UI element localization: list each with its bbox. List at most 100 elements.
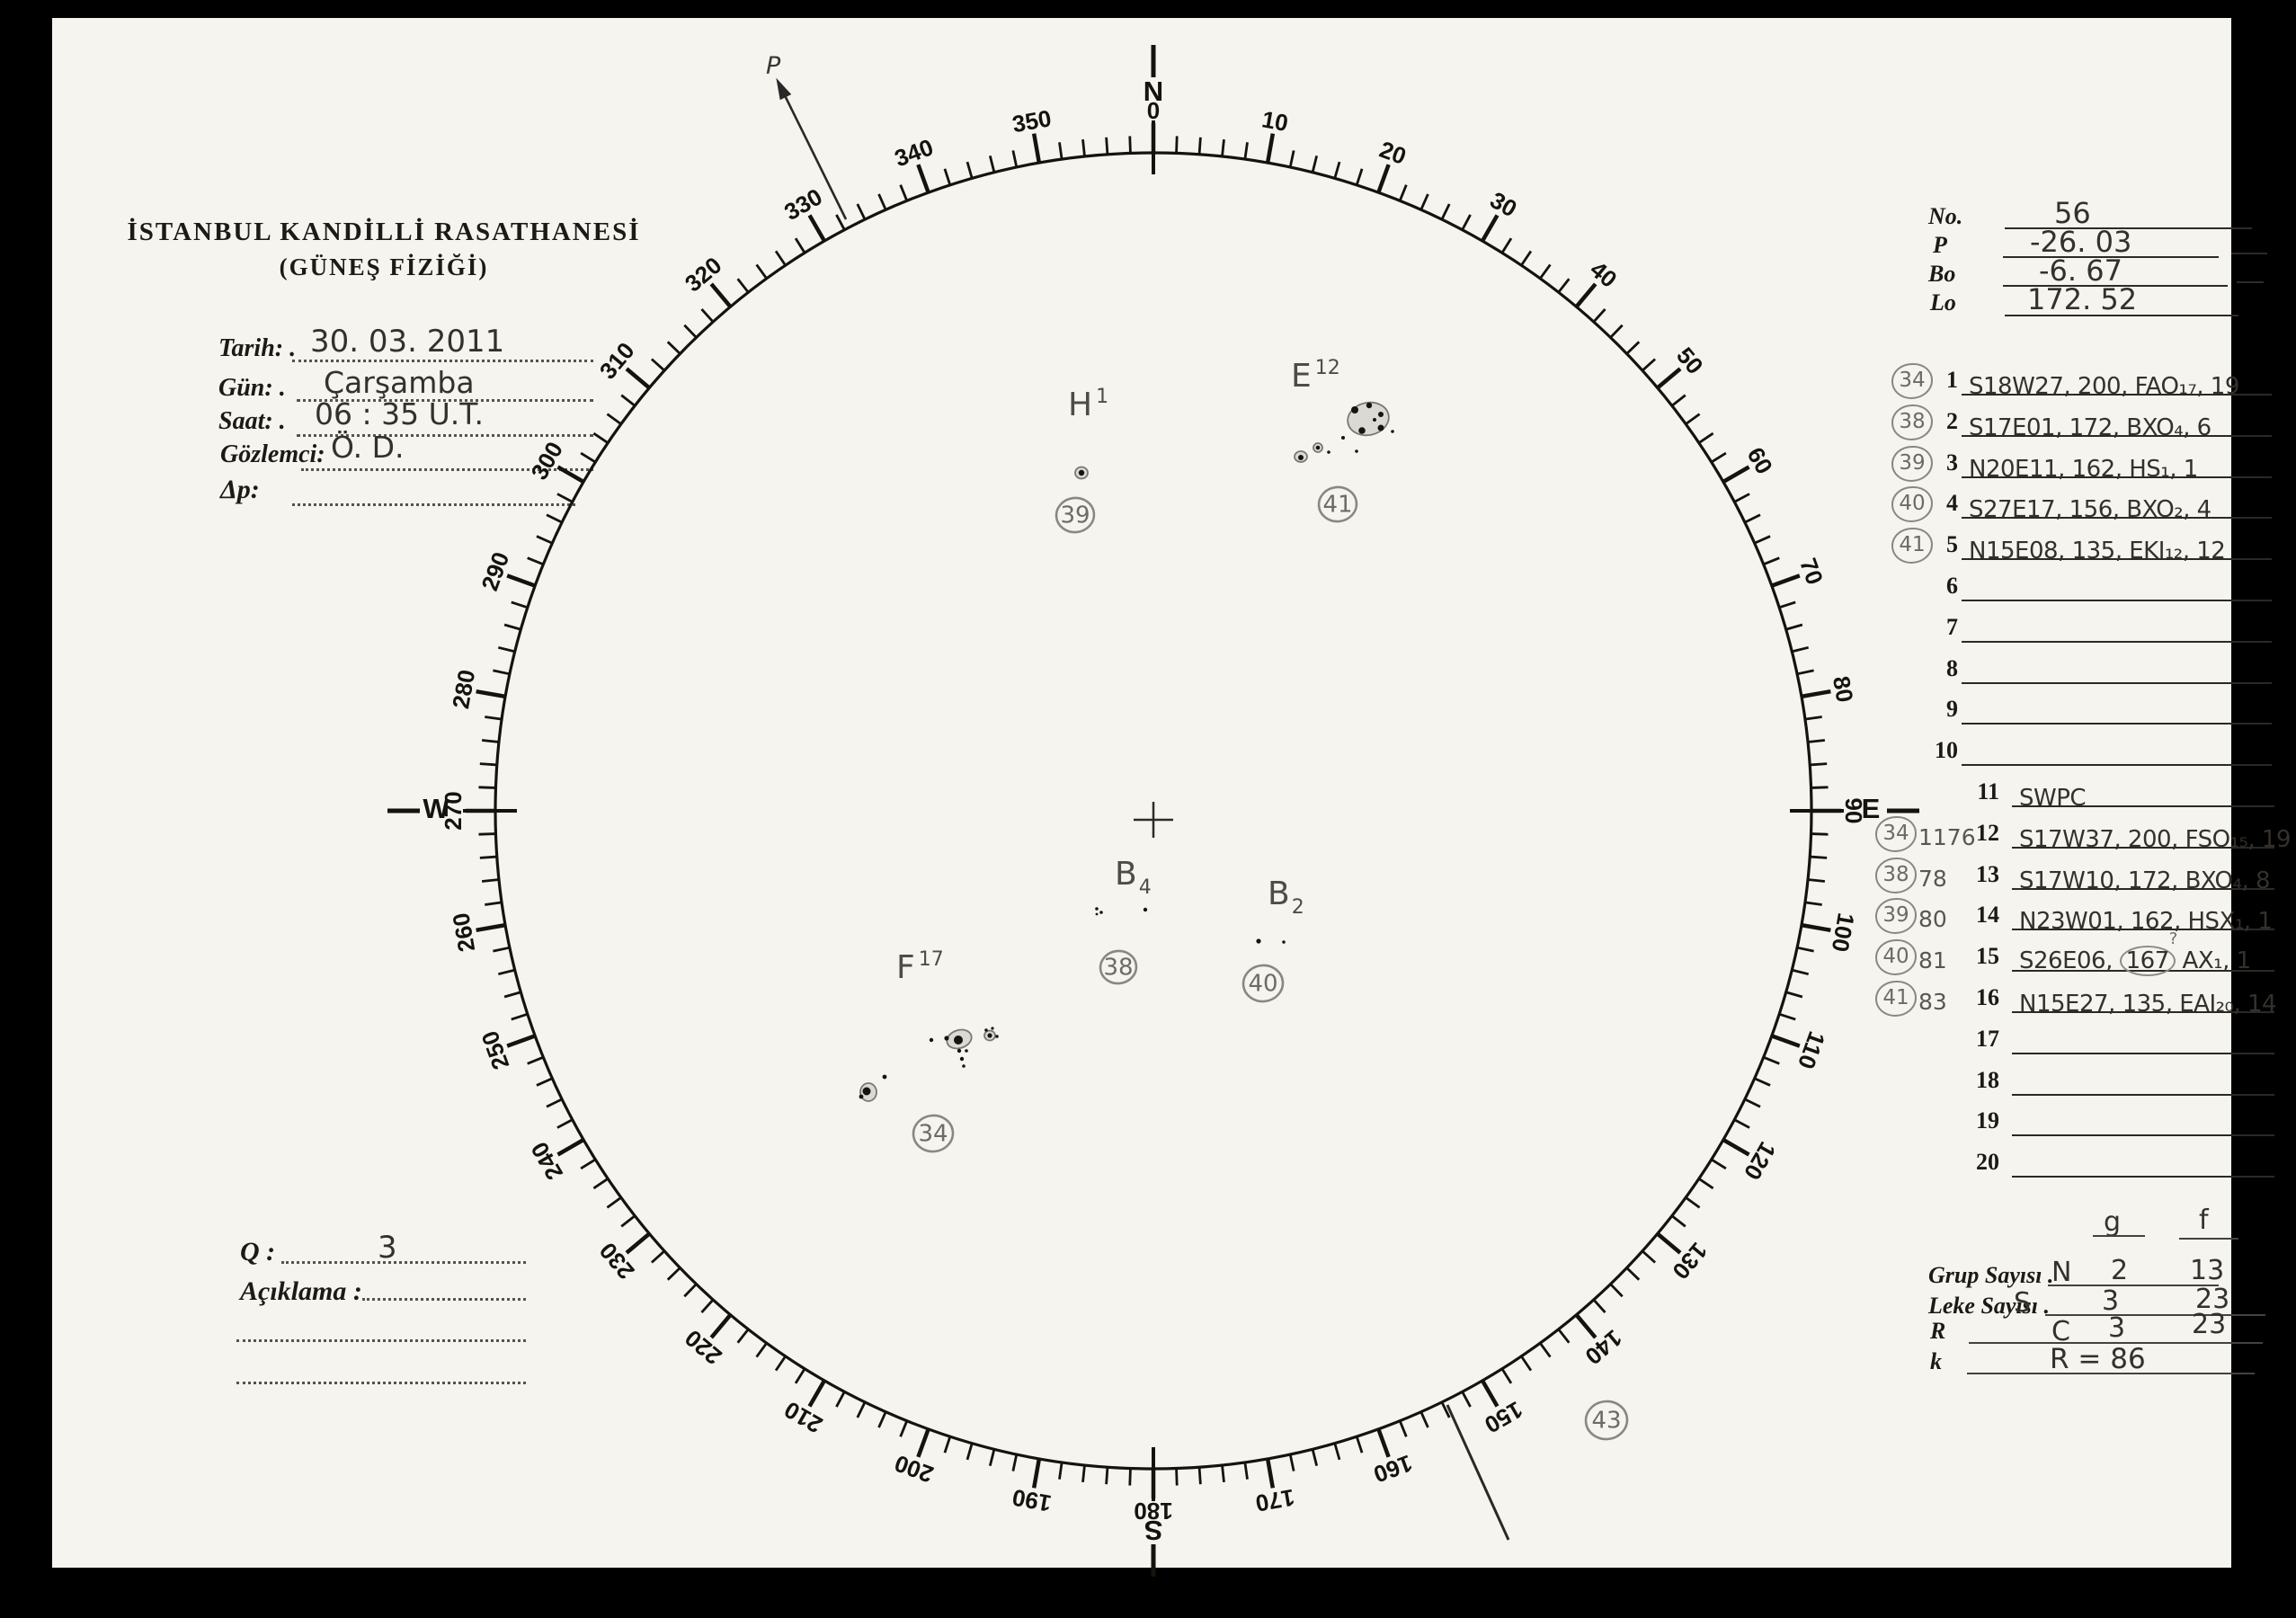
aciklama-line-2 xyxy=(236,1339,526,1342)
group-list-row-15: 40 81 15 S26E06, 167? AX₁, 1 xyxy=(1852,929,2296,977)
row-entry-text: N23W01, 162, HSX₁, 1 xyxy=(2019,908,2273,936)
gun-line xyxy=(297,399,593,402)
row-number: 14 xyxy=(1976,902,1999,929)
aciklama-line-3 xyxy=(236,1382,526,1384)
row-entry-text: SWPC xyxy=(2019,785,2087,812)
row-number: 12 xyxy=(1976,819,1999,846)
row-entry-text: S27E17, 156, BXO₂, 4 xyxy=(1969,496,2211,524)
group-list-row-2: 38 2 S17E01, 172, BXO₄, 6 xyxy=(1852,396,2296,441)
tarih-line xyxy=(292,360,593,362)
row-number: 8 xyxy=(1946,654,1958,681)
leke-g-value: 3 xyxy=(2102,1285,2120,1317)
dp-line xyxy=(292,503,575,506)
group-badge-38: 38 xyxy=(1891,404,1933,440)
saat-label: Saat: . xyxy=(218,407,286,435)
tarih-value: 30. 03. 2011 xyxy=(310,324,505,360)
lo-label: Lo xyxy=(1930,289,1956,316)
r-letter: C xyxy=(2051,1316,2070,1347)
bo-label: Bo xyxy=(1928,261,1956,287)
row-entry-text: N15E08, 135, EKI₁₂, 12 xyxy=(1969,538,2226,565)
no-line xyxy=(2005,227,2252,229)
row-number: 16 xyxy=(1976,984,1999,1010)
q-label: Q : xyxy=(240,1237,276,1267)
row-entry-text: S17E01, 172, BXO₄, 6 xyxy=(1969,413,2211,441)
row-line xyxy=(1962,681,2272,684)
row-line: S17W37, 200, FSO₁₅, 19 xyxy=(2012,826,2292,853)
f-column-header: f xyxy=(2199,1205,2209,1236)
group-list-row-10: 10 xyxy=(1852,725,2296,767)
group-list-row-11: 11 SWPC xyxy=(1852,766,2296,812)
bo-value: -6. 67 xyxy=(2039,253,2122,288)
gun-value: Çarşamba xyxy=(324,365,475,400)
row-line xyxy=(1962,600,2272,601)
gun-label: Gün: . xyxy=(218,374,286,402)
row-line: SWPC xyxy=(2012,785,2274,812)
aciklama-line-1 xyxy=(362,1298,526,1301)
group-list-row-12: 34 1176 12 S17W37, 200, FSO₁₅, 19 xyxy=(1852,807,2296,853)
row-number: 5 xyxy=(1946,531,1958,558)
row-line: S26E06, 167? AX₁, 1 xyxy=(2012,929,2274,977)
group-list-row-5: 41 5 N15E08, 135, EKI₁₂, 12 xyxy=(1852,519,2296,565)
row-entry-text: S17W37, 200, FSO₁₅, 19 xyxy=(2019,825,2292,853)
k-value: R = 86 xyxy=(2050,1343,2146,1375)
row-line: N15E27, 135, EAI₂₀, 14 xyxy=(2012,991,2277,1018)
swpc-number: 1176 xyxy=(1918,823,1976,850)
row-number: 13 xyxy=(1976,860,1999,887)
group-list-row-20: 20 xyxy=(1852,1136,2296,1178)
tarih-label: Tarih: . xyxy=(218,334,297,362)
observatory-title: İSTANBUL KANDİLLİ RASATHANESİ xyxy=(127,218,641,246)
group-list-row-19: 19 xyxy=(1852,1095,2296,1137)
group-badge-41: 41 xyxy=(1891,528,1933,565)
row-number: 18 xyxy=(1976,1066,1999,1093)
leke-letter: S xyxy=(2014,1287,2032,1319)
no-label: No. xyxy=(1928,203,1963,229)
row-line xyxy=(1962,764,2272,767)
row-number: 11 xyxy=(1977,778,1999,805)
lo-line xyxy=(2005,315,2238,316)
group-badge-34: 34 xyxy=(1891,363,1933,399)
r-label: R xyxy=(1930,1318,1946,1344)
question-mark: ? xyxy=(2168,929,2178,949)
observatory-subtitle: (GÜNEŞ FİZİĞİ) xyxy=(279,253,489,280)
row-number: 6 xyxy=(1946,573,1958,599)
group-badge-39: 39 xyxy=(1891,445,1933,482)
grup-f-value: 13 xyxy=(2190,1255,2225,1286)
leke-sayisi-label: Leke Sayısı . xyxy=(1928,1293,2051,1319)
g-header-underline xyxy=(2093,1235,2145,1237)
swpc-number: 80 xyxy=(1918,906,1947,933)
k-line xyxy=(1967,1373,2255,1374)
group-badge-41: 41 xyxy=(1875,981,1917,1017)
q-line xyxy=(281,1261,526,1264)
row-number: 4 xyxy=(1946,490,1958,517)
row-entry-text: N20E11, 162, HS₁, 1 xyxy=(1969,455,2198,483)
group-list-row-16: 41 83 16 N15E27, 135, EAI₂₀, 14 xyxy=(1852,972,2296,1018)
row-line xyxy=(1962,640,2272,643)
group-badge-38: 38 xyxy=(1875,857,1917,893)
row-entry-text: N15E27, 135, EAI₂₀, 14 xyxy=(2019,991,2277,1018)
row-line: S17W10, 172, BXO₄, 8 xyxy=(2012,867,2274,894)
row-number: 3 xyxy=(1946,449,1958,476)
row-line xyxy=(1962,723,2272,725)
row-number: 2 xyxy=(1946,407,1958,434)
group-list-row-18: 18 xyxy=(1852,1054,2296,1096)
row-number: 15 xyxy=(1976,943,1999,970)
saat-line xyxy=(297,434,593,437)
row-line xyxy=(2012,1093,2274,1096)
row-number: 9 xyxy=(1946,696,1958,723)
aciklama-label: Açıklama : xyxy=(240,1276,362,1306)
swpc-number: 78 xyxy=(1918,865,1947,892)
lo-value: 172. 52 xyxy=(2027,282,2138,316)
group-list-row-17: 17 xyxy=(1852,1013,2296,1054)
row-line xyxy=(2012,1052,2274,1054)
row-number: 7 xyxy=(1946,613,1958,640)
swpc-number: 81 xyxy=(1918,947,1947,974)
leke-f-value: 23 xyxy=(2195,1284,2230,1315)
row-entry-text: S26E06, 167? AX₁, 1 xyxy=(2019,929,2251,977)
row-line: S17E01, 172, BXO₄, 6 xyxy=(1962,414,2272,441)
row-entry-text: S17W10, 172, BXO₄, 8 xyxy=(2019,867,2271,894)
q-value: 3 xyxy=(378,1230,397,1266)
no-value: 56 xyxy=(2054,196,2091,230)
r-g-value: 3 xyxy=(2108,1312,2126,1344)
group-badge-40: 40 xyxy=(1875,939,1917,976)
group-badge-34: 34 xyxy=(1875,815,1917,852)
